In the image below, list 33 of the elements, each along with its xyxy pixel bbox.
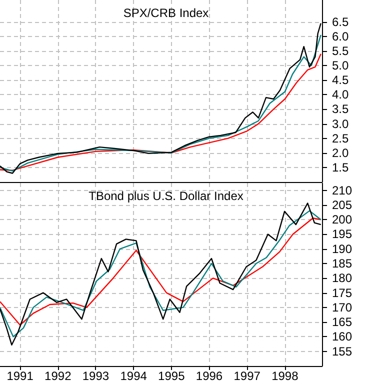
x-tick-label: 1993 [82, 369, 110, 383]
y-tick-label: 1.5 [332, 160, 350, 174]
y-tick-label: 4.5 [332, 73, 350, 88]
y-tick-label: 175 [332, 286, 352, 300]
y-tick-label: 2.0 [332, 146, 350, 160]
x-tick-label: 1992 [44, 369, 72, 383]
x-tick-label: 1997 [234, 369, 261, 383]
y-tick-label: 5.0 [332, 58, 350, 73]
x-tick-label: 1995 [158, 369, 186, 383]
y-tick-label: 180 [332, 271, 352, 286]
y-tick-label: 6.0 [332, 29, 350, 44]
y-tick-label: 2.5 [332, 131, 350, 146]
y-tick-label: 170 [332, 300, 352, 314]
y-tick-label: 190 [332, 242, 352, 256]
y-tick-label: 205 [332, 198, 352, 212]
y-tick-label: 195 [332, 227, 352, 242]
y-tick-label: 3.0 [332, 116, 350, 131]
y-tick-label: 165 [332, 315, 352, 330]
y-tick-label: 210 [332, 183, 352, 198]
text: SPX/CRB Index [123, 6, 209, 20]
y-tick-label: 4.0 [332, 88, 350, 102]
y-tick-label: 5.5 [332, 44, 350, 58]
x-tick-label: 1996 [196, 369, 223, 383]
x-tick-label: 1994 [120, 369, 148, 383]
text: TBond plus U.S. Dollar Index [88, 189, 244, 203]
y-tick-label: 6.5 [332, 14, 350, 29]
x-tick-label: 1991 [6, 369, 34, 383]
y-tick-label: 185 [332, 256, 352, 271]
y-tick-label: 200 [332, 212, 352, 227]
y-tick-label: 160 [332, 330, 352, 344]
y-tick-label: 155 [332, 344, 352, 358]
y-tick-label: 3.5 [332, 102, 350, 116]
x-tick-label: 1998 [272, 369, 299, 383]
